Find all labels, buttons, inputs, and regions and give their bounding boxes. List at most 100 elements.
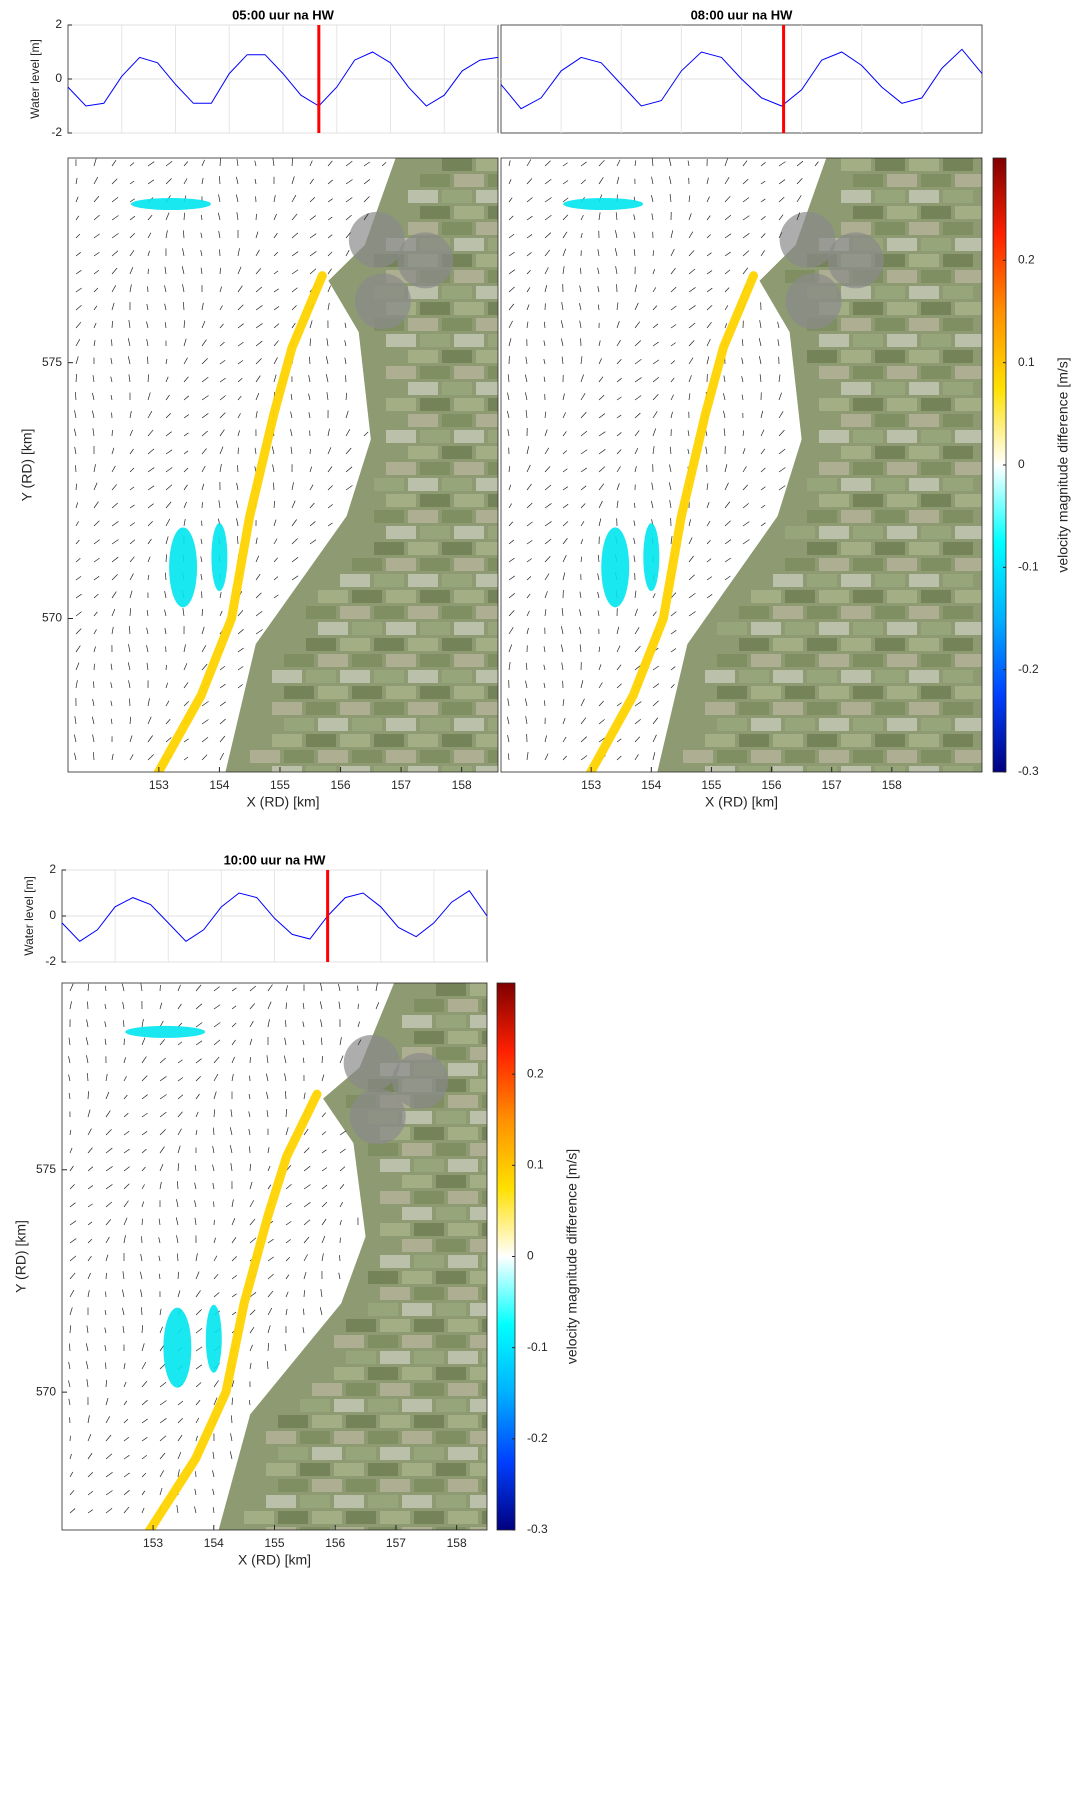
flow-arrow bbox=[105, 1272, 107, 1280]
flow-arrow bbox=[87, 1109, 91, 1118]
flow-arrow bbox=[165, 358, 168, 365]
flow-arrow bbox=[616, 377, 622, 383]
flow-arrow bbox=[141, 1148, 147, 1154]
field bbox=[334, 1527, 364, 1530]
field bbox=[482, 1063, 487, 1076]
flow-arrow bbox=[598, 483, 605, 491]
field bbox=[751, 622, 781, 635]
field bbox=[334, 1431, 364, 1444]
flow-arrow bbox=[303, 1184, 311, 1190]
flow-arrow bbox=[524, 698, 528, 707]
flow-arrow bbox=[147, 214, 153, 221]
flow-arrow bbox=[75, 338, 81, 347]
field bbox=[380, 1447, 410, 1460]
field bbox=[414, 1159, 444, 1172]
flow-arrow bbox=[670, 305, 677, 311]
x-tick-label: 156 bbox=[331, 778, 351, 792]
field bbox=[368, 1271, 398, 1284]
flow-arrow bbox=[544, 556, 551, 563]
flow-arrow bbox=[345, 160, 353, 167]
flow-arrow bbox=[249, 1362, 252, 1370]
flow-arrow bbox=[507, 410, 510, 419]
field bbox=[414, 1511, 444, 1524]
flow-arrow bbox=[688, 357, 694, 365]
field bbox=[516, 1383, 546, 1396]
colorbar-tick-label: 0.2 bbox=[527, 1066, 544, 1080]
flow-arrow bbox=[165, 160, 173, 167]
flow-arrow bbox=[706, 196, 710, 203]
field bbox=[470, 1431, 487, 1444]
field bbox=[414, 1383, 444, 1396]
field bbox=[909, 350, 939, 363]
flow-arrow bbox=[165, 518, 171, 527]
flow-arrow bbox=[213, 1292, 220, 1298]
field bbox=[420, 174, 450, 187]
field bbox=[436, 1239, 466, 1252]
field bbox=[454, 174, 484, 187]
field bbox=[943, 542, 973, 555]
field bbox=[819, 686, 849, 699]
flow-arrow bbox=[309, 320, 313, 329]
flow-arrow bbox=[237, 610, 244, 617]
flow-arrow bbox=[110, 718, 113, 725]
flow-arrow bbox=[255, 537, 258, 545]
flow-arrow bbox=[327, 504, 333, 509]
field bbox=[875, 478, 905, 491]
flow-arrow bbox=[526, 558, 532, 563]
flow-arrow bbox=[634, 412, 641, 419]
flow-arrow bbox=[670, 611, 677, 617]
flow-arrow bbox=[141, 1201, 145, 1208]
flow-arrow bbox=[164, 285, 167, 293]
flow-arrow bbox=[93, 233, 100, 239]
flow-arrow bbox=[73, 734, 77, 743]
field bbox=[482, 1319, 487, 1332]
field bbox=[386, 366, 416, 379]
flow-arrow bbox=[651, 158, 654, 167]
field bbox=[807, 574, 837, 587]
field bbox=[244, 1575, 274, 1588]
flow-arrow bbox=[201, 626, 205, 635]
field bbox=[807, 766, 837, 772]
flow-arrow bbox=[141, 1019, 144, 1028]
flow-arrow bbox=[248, 1399, 251, 1406]
chart-title: 05:00 uur na HW bbox=[232, 7, 335, 22]
flow-arrow bbox=[159, 1418, 167, 1424]
field bbox=[386, 462, 416, 475]
flow-arrow bbox=[200, 232, 203, 239]
flow-arrow bbox=[634, 430, 640, 437]
flow-arrow bbox=[543, 682, 546, 689]
flow-arrow bbox=[267, 1019, 270, 1028]
flow-arrow bbox=[303, 1254, 308, 1262]
flow-arrow bbox=[321, 1235, 326, 1244]
flow-arrow bbox=[597, 267, 600, 275]
flow-arrow bbox=[123, 1200, 129, 1208]
flow-arrow bbox=[741, 357, 744, 365]
field bbox=[470, 1143, 487, 1156]
flow-arrow bbox=[93, 539, 100, 545]
channel-decrease bbox=[205, 1304, 222, 1373]
flow-arrow bbox=[291, 305, 297, 311]
flow-arrow bbox=[302, 1057, 305, 1064]
flow-arrow bbox=[147, 521, 153, 527]
flow-arrow bbox=[688, 393, 691, 401]
flow-arrow bbox=[321, 1167, 328, 1172]
flow-arrow bbox=[319, 1307, 323, 1316]
flow-arrow bbox=[508, 593, 516, 599]
flow-arrow bbox=[74, 752, 77, 761]
colorbar-tick-label: 0 bbox=[527, 1249, 534, 1263]
flow-arrow bbox=[93, 611, 98, 617]
field bbox=[476, 670, 498, 683]
flow-arrow bbox=[129, 467, 135, 473]
field bbox=[785, 526, 815, 539]
flow-arrow bbox=[111, 521, 119, 527]
x-axis-label: X (RD) [km] bbox=[238, 1552, 311, 1568]
flow-arrow bbox=[580, 556, 583, 563]
flow-arrow bbox=[507, 392, 510, 401]
flow-arrow bbox=[177, 1400, 184, 1406]
flow-arrow bbox=[129, 233, 135, 239]
field bbox=[921, 622, 951, 635]
field bbox=[853, 174, 883, 187]
flow-arrow bbox=[147, 179, 155, 185]
field bbox=[504, 1591, 534, 1604]
field bbox=[717, 750, 747, 763]
